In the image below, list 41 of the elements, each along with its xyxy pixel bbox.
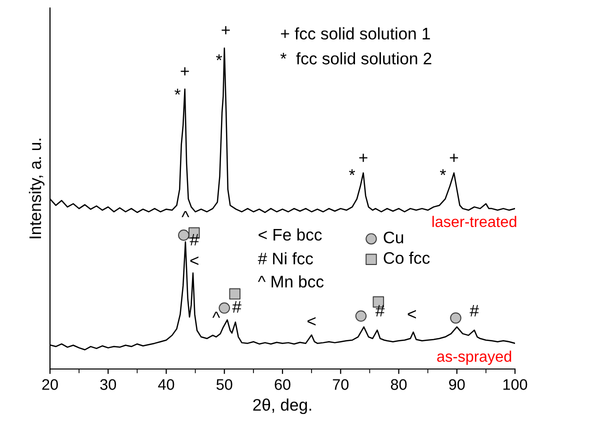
x-tick-label: 90 <box>449 379 465 390</box>
x-tick-label: 40 <box>158 379 174 390</box>
x-tick-label: 20 <box>42 379 58 390</box>
point <box>178 230 190 241</box>
annotation: * <box>440 169 446 176</box>
x-tick-label: 50 <box>216 379 232 390</box>
annotation: + <box>180 67 189 76</box>
annotation: < <box>308 317 316 326</box>
annotation: # Ni fcc <box>258 252 313 264</box>
annotation: * <box>216 54 222 60</box>
annotation: + <box>359 154 368 162</box>
annotation: ^ <box>182 211 190 218</box>
annotation: < <box>190 256 198 265</box>
text: + fcc solid solution 1 <box>280 27 430 40</box>
annotation: ^ <box>212 312 220 318</box>
point <box>450 312 462 324</box>
x-tick-label: 100 <box>503 379 528 390</box>
annotation: < Fe bcc <box>258 228 322 241</box>
annotation: * fcc solid solution 2 <box>280 52 432 64</box>
annotation: + <box>222 26 230 34</box>
series-label: as-sprayed <box>437 350 512 365</box>
annotation: ^ Mn bcc <box>258 275 324 288</box>
point <box>355 310 367 322</box>
annotation: * <box>349 169 356 176</box>
x-tick-label: 30 <box>100 379 116 390</box>
series-label: laser-treated <box>432 216 516 228</box>
annotation: # <box>470 305 479 316</box>
annotation: # <box>232 301 242 313</box>
x-axis-title: 2θ, deg. <box>253 398 312 414</box>
y-axis-title: Intensity, a. u. <box>28 138 44 238</box>
legend-label: Cu <box>384 232 404 244</box>
x-tick-label: 80 <box>390 379 407 390</box>
point <box>229 288 240 300</box>
point <box>218 302 230 314</box>
x-tick-label: 60 <box>274 379 290 390</box>
annotation: # <box>375 305 385 316</box>
legend-label: Co fcc <box>384 252 430 264</box>
annotation: < <box>408 310 416 318</box>
x-tick-label: 70 <box>332 379 349 390</box>
annotation: * <box>174 88 181 95</box>
annotation: + <box>450 154 458 162</box>
